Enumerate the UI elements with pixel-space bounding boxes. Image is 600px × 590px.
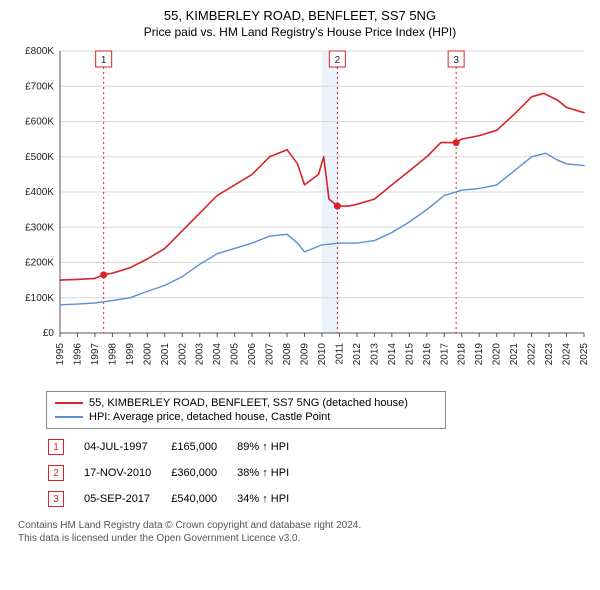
footer-line: Contains HM Land Registry data © Crown c… bbox=[18, 519, 590, 532]
svg-text:2013: 2013 bbox=[369, 343, 380, 366]
svg-text:1997: 1997 bbox=[90, 343, 101, 366]
marker-price: £540,000 bbox=[171, 487, 235, 511]
svg-text:2018: 2018 bbox=[457, 343, 468, 366]
svg-text:1998: 1998 bbox=[107, 343, 118, 366]
svg-text:£0: £0 bbox=[43, 328, 55, 339]
marker-delta: 34% ↑ HPI bbox=[237, 487, 307, 511]
marker-price: £360,000 bbox=[171, 461, 235, 485]
svg-text:2020: 2020 bbox=[492, 343, 503, 366]
marker-delta: 38% ↑ HPI bbox=[237, 461, 307, 485]
marker-delta: 89% ↑ HPI bbox=[237, 435, 307, 459]
chart-titles: 55, KIMBERLEY ROAD, BENFLEET, SS7 5NG Pr… bbox=[10, 8, 590, 39]
svg-text:2023: 2023 bbox=[544, 343, 555, 366]
svg-text:£400K: £400K bbox=[25, 187, 54, 198]
svg-text:2022: 2022 bbox=[527, 343, 538, 366]
svg-text:1: 1 bbox=[101, 55, 107, 66]
legend-item: HPI: Average price, detached house, Cast… bbox=[55, 410, 437, 424]
svg-text:2016: 2016 bbox=[422, 343, 433, 366]
marker-date: 04-JUL-1997 bbox=[84, 435, 169, 459]
markers-table: 1 04-JUL-1997 £165,000 89% ↑ HPI 2 17-NO… bbox=[46, 433, 309, 513]
svg-text:2000: 2000 bbox=[142, 343, 153, 366]
svg-text:2010: 2010 bbox=[317, 343, 328, 366]
marker-badge: 2 bbox=[48, 465, 64, 481]
svg-text:2011: 2011 bbox=[334, 343, 345, 365]
chart-title: 55, KIMBERLEY ROAD, BENFLEET, SS7 5NG bbox=[10, 8, 590, 23]
svg-text:2025: 2025 bbox=[579, 343, 590, 366]
svg-text:£600K: £600K bbox=[25, 117, 54, 128]
legend: 55, KIMBERLEY ROAD, BENFLEET, SS7 5NG (d… bbox=[46, 391, 446, 429]
chart-subtitle: Price paid vs. HM Land Registry's House … bbox=[10, 25, 590, 39]
svg-text:1996: 1996 bbox=[72, 343, 83, 366]
svg-text:2024: 2024 bbox=[562, 343, 573, 366]
table-row: 3 05-SEP-2017 £540,000 34% ↑ HPI bbox=[48, 487, 307, 511]
svg-text:2002: 2002 bbox=[177, 343, 188, 366]
svg-text:1995: 1995 bbox=[55, 343, 66, 366]
svg-text:2001: 2001 bbox=[160, 343, 171, 366]
footer-line: This data is licensed under the Open Gov… bbox=[18, 532, 590, 545]
svg-text:£500K: £500K bbox=[25, 152, 54, 163]
svg-text:2007: 2007 bbox=[265, 343, 276, 366]
marker-date: 17-NOV-2010 bbox=[84, 461, 169, 485]
svg-text:2021: 2021 bbox=[509, 343, 520, 366]
svg-text:£800K: £800K bbox=[25, 46, 54, 57]
footer-attribution: Contains HM Land Registry data © Crown c… bbox=[18, 519, 590, 545]
svg-text:2014: 2014 bbox=[387, 343, 398, 366]
marker-date: 05-SEP-2017 bbox=[84, 487, 169, 511]
svg-text:2004: 2004 bbox=[212, 343, 223, 366]
line-chart: £0 £100K £200K £300K £400K £500K £600K £700K £80… bbox=[10, 45, 590, 385]
svg-text:2008: 2008 bbox=[282, 343, 293, 366]
svg-text:2009: 2009 bbox=[300, 343, 311, 366]
marker-price: £165,000 bbox=[171, 435, 235, 459]
svg-text:2005: 2005 bbox=[230, 343, 241, 366]
svg-text:2017: 2017 bbox=[439, 343, 450, 366]
legend-label: 55, KIMBERLEY ROAD, BENFLEET, SS7 5NG (d… bbox=[89, 397, 408, 409]
legend-label: HPI: Average price, detached house, Cast… bbox=[89, 411, 330, 423]
svg-text:2012: 2012 bbox=[352, 343, 363, 366]
svg-text:£200K: £200K bbox=[25, 258, 54, 269]
svg-text:2019: 2019 bbox=[474, 343, 485, 366]
svg-text:2: 2 bbox=[335, 55, 341, 66]
legend-swatch bbox=[55, 402, 83, 404]
chart-area: £0 £100K £200K £300K £400K £500K £600K £700K £80… bbox=[10, 45, 590, 385]
svg-text:£700K: £700K bbox=[25, 81, 54, 92]
legend-item: 55, KIMBERLEY ROAD, BENFLEET, SS7 5NG (d… bbox=[55, 396, 437, 410]
svg-text:2015: 2015 bbox=[404, 343, 415, 366]
svg-text:2006: 2006 bbox=[247, 343, 258, 366]
svg-text:3: 3 bbox=[453, 55, 459, 66]
svg-text:£100K: £100K bbox=[25, 293, 54, 304]
table-row: 1 04-JUL-1997 £165,000 89% ↑ HPI bbox=[48, 435, 307, 459]
legend-swatch bbox=[55, 416, 83, 418]
svg-text:1999: 1999 bbox=[125, 343, 136, 366]
svg-text:2003: 2003 bbox=[195, 343, 206, 366]
marker-badge: 1 bbox=[48, 439, 64, 455]
marker-badge: 3 bbox=[48, 491, 64, 507]
svg-text:£300K: £300K bbox=[25, 222, 54, 233]
table-row: 2 17-NOV-2010 £360,000 38% ↑ HPI bbox=[48, 461, 307, 485]
